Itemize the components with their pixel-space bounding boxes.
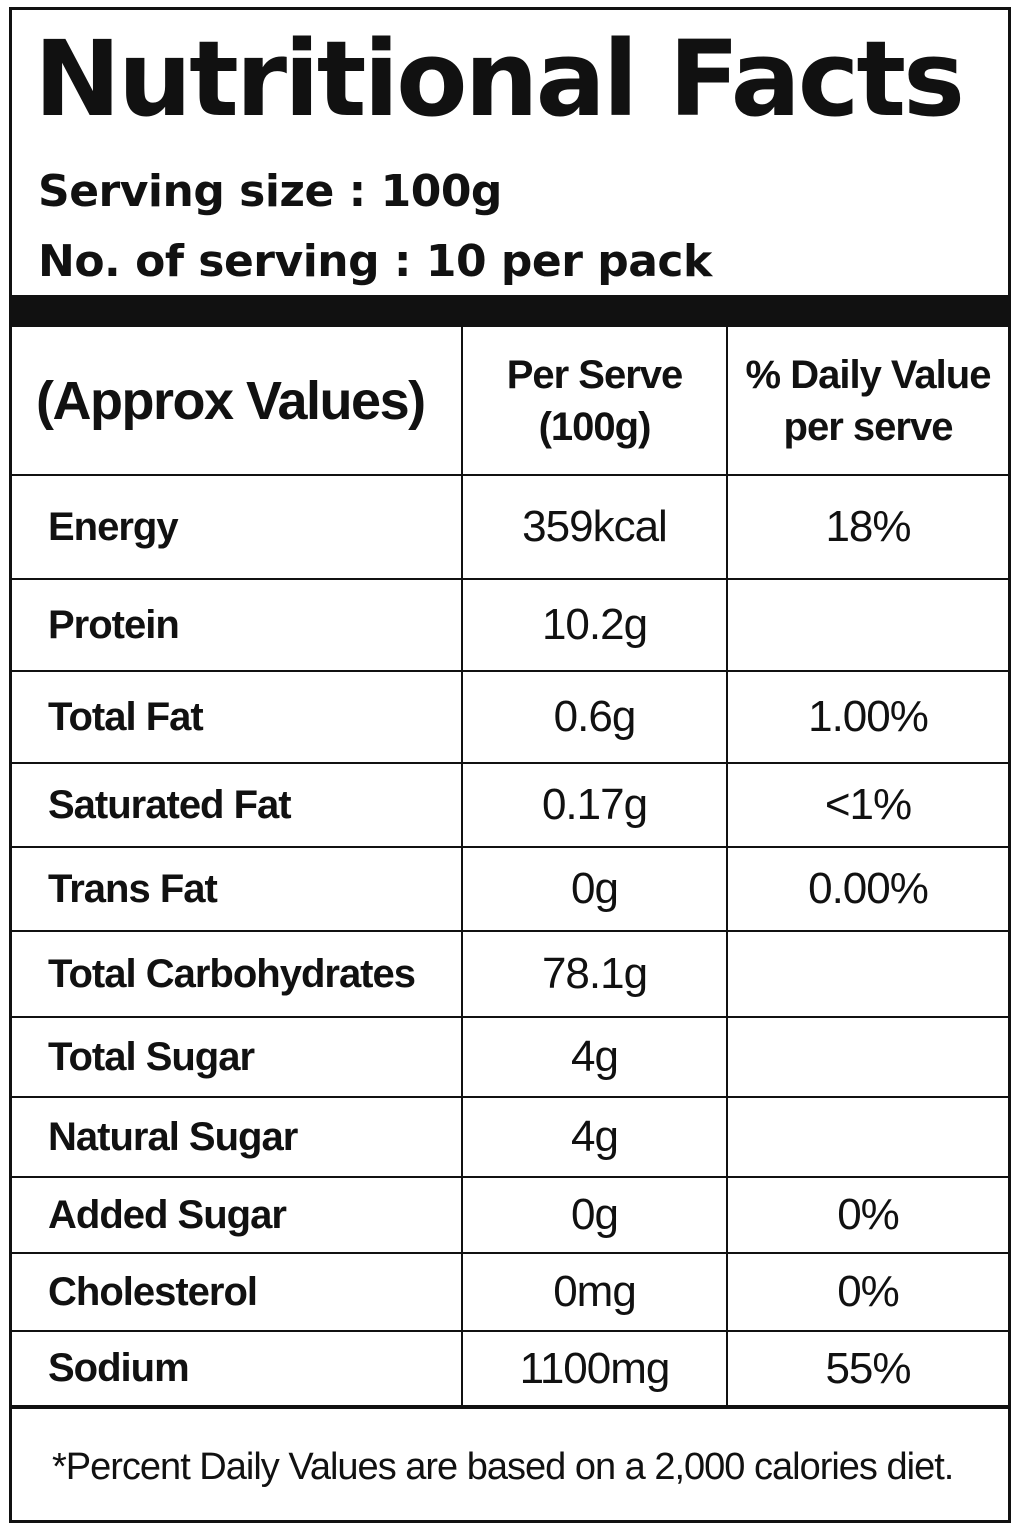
daily-value: <1% <box>824 780 912 829</box>
nutrient-name: Total Carbohydrates <box>12 932 463 1016</box>
table-row: Saturated Fat 0.17g <1% <box>12 764 1008 848</box>
footnote-divider <box>12 1405 1008 1409</box>
per-serve-value: 10.2g <box>463 580 728 670</box>
per-serve-value: 4g <box>463 1098 728 1176</box>
daily-value: 0% <box>837 1190 900 1239</box>
table-row: Cholesterol 0mg 0% <box>12 1254 1008 1332</box>
nutrient-name: Sodium <box>12 1332 463 1405</box>
column-header-per-serve-line2: (100g) <box>538 404 652 449</box>
per-serve-value: 78.1g <box>463 932 728 1016</box>
table-row: Total Carbohydrates 78.1g <box>12 932 1008 1018</box>
label-header: Nutritional Facts Serving size : 100g No… <box>12 10 1008 295</box>
nutrient-name: Protein <box>12 580 463 670</box>
per-serve-value: 0.17g <box>463 764 728 846</box>
table-row: Trans Fat 0g 0.00% <box>12 848 1008 932</box>
column-header-daily-value-line1: % Daily Value <box>745 352 992 397</box>
daily-value: 1.00% <box>808 692 929 741</box>
column-header-per-serve: Per Serve (100g) <box>463 327 728 474</box>
table-row: Energy 359kcal 18% <box>12 476 1008 580</box>
nutrient-name: Total Sugar <box>12 1018 463 1096</box>
per-serve-value: 4g <box>463 1018 728 1096</box>
per-serve-value: 0g <box>463 1178 728 1252</box>
daily-value: 55% <box>825 1343 911 1393</box>
serving-size: Serving size : 100g <box>38 166 502 217</box>
servings-per-pack: No. of serving : 10 per pack <box>38 236 712 287</box>
column-header-daily-value-line2: per serve <box>783 404 954 449</box>
per-serve-value: 359kcal <box>463 476 728 578</box>
column-header-per-serve-line1: Per Serve <box>506 352 684 397</box>
nutrition-table: (Approx Values) Per Serve (100g) % Daily… <box>12 327 1008 1405</box>
footnote: *Percent Daily Values are based on a 2,0… <box>52 1446 954 1488</box>
daily-value: 0% <box>837 1267 900 1316</box>
column-header-daily-value: % Daily Value per serve <box>728 327 1008 474</box>
table-row: Natural Sugar 4g <box>12 1098 1008 1178</box>
table-row: Total Fat 0.6g 1.00% <box>12 672 1008 764</box>
per-serve-value: 0mg <box>463 1254 728 1330</box>
daily-value <box>728 932 1008 1016</box>
column-header-approx-values: (Approx Values) <box>12 327 463 474</box>
nutrient-name: Saturated Fat <box>12 764 463 846</box>
nutrient-name: Trans Fat <box>12 848 463 930</box>
daily-value <box>728 1098 1008 1176</box>
table-row: Protein 10.2g <box>12 580 1008 672</box>
daily-value <box>728 1018 1008 1096</box>
table-row: Total Sugar 4g <box>12 1018 1008 1098</box>
per-serve-value: 1100mg <box>463 1332 728 1405</box>
nutrient-name: Added Sugar <box>12 1178 463 1252</box>
table-row: Sodium 1100mg 55% <box>12 1332 1008 1405</box>
nutrient-name: Cholesterol <box>12 1254 463 1330</box>
daily-value: 0.00% <box>808 864 929 913</box>
daily-value: 18% <box>825 502 911 551</box>
table-header-row: (Approx Values) Per Serve (100g) % Daily… <box>12 327 1008 476</box>
label-title: Nutritional Facts <box>34 18 965 140</box>
daily-value <box>728 580 1008 670</box>
nutrient-name: Total Fat <box>12 672 463 762</box>
thick-divider <box>12 295 1008 327</box>
table-row: Added Sugar 0g 0% <box>12 1178 1008 1254</box>
nutrient-name: Energy <box>12 476 463 578</box>
per-serve-value: 0.6g <box>463 672 728 762</box>
nutrient-name: Natural Sugar <box>12 1098 463 1176</box>
nutrition-label: Nutritional Facts Serving size : 100g No… <box>9 7 1011 1523</box>
per-serve-value: 0g <box>463 848 728 930</box>
